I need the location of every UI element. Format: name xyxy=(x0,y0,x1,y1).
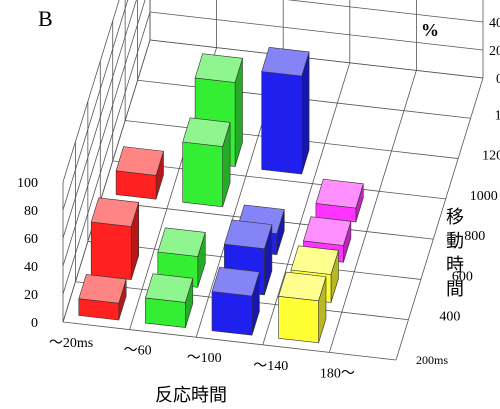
floor-grid-line xyxy=(329,70,417,353)
bar-top-face xyxy=(194,53,243,83)
left-wall-grid-line xyxy=(62,0,146,267)
bar-top-face xyxy=(224,219,273,250)
bar-top-face xyxy=(78,274,127,304)
z-tick-label: 800 xyxy=(464,229,485,244)
x-tick-label: ～60 xyxy=(124,344,152,359)
bar-top-face xyxy=(261,46,310,77)
z-tick-label: 400 xyxy=(439,310,460,325)
bar-front-face xyxy=(182,141,223,208)
bar-top-face xyxy=(315,178,364,209)
y-tick-label-left: 20 xyxy=(24,288,38,303)
z-axis-title-char: 動 xyxy=(446,231,464,251)
y-axis-unit-label: % xyxy=(421,20,439,40)
left-wall-grid-line xyxy=(62,0,129,211)
y-tick-label-left: 100 xyxy=(17,176,38,191)
left-wall-grid-line xyxy=(62,11,151,295)
x-axis-title: 反応時間 xyxy=(155,385,227,405)
bar-top-face xyxy=(290,245,339,275)
z-axis-title-char: 時 xyxy=(446,255,464,275)
z-tick-label: 1400 xyxy=(495,108,500,123)
bar-front-face xyxy=(145,297,186,328)
left-wall-grid-line xyxy=(62,39,151,323)
y-tick-label-left: 80 xyxy=(24,204,38,219)
bar-front-face xyxy=(115,170,157,200)
bar-front-face xyxy=(90,221,132,281)
z-tick-label: 1000 xyxy=(470,189,498,204)
y-tick-label-right: 40 xyxy=(489,16,500,31)
y-tick-label-right: 0 xyxy=(496,72,500,87)
bar-front-face xyxy=(278,295,319,344)
floor-grid-line xyxy=(262,62,351,345)
bar-top-face xyxy=(157,227,206,257)
y-tick-label-right: 60 xyxy=(489,0,500,3)
left-wall-grid-line xyxy=(62,0,137,239)
panel-label: B xyxy=(38,6,53,31)
bar-top-face xyxy=(278,271,327,302)
z-axis-title: 移 動 時 間 xyxy=(446,205,468,301)
bar-top-face xyxy=(115,146,164,176)
back-wall-grid-line xyxy=(149,11,484,51)
z-tick-label: 1200 xyxy=(482,149,500,164)
y-tick-label-left: 0 xyxy=(31,316,38,331)
x-tick-label: ～20ms xyxy=(49,336,93,351)
bar-top-face xyxy=(303,216,352,246)
chart-bars xyxy=(78,46,364,344)
floor-grid-line xyxy=(112,160,446,200)
chart-tick-labels: 020406080100020406080100～20ms～60～100～140… xyxy=(17,0,500,381)
x-tick-label: ～140 xyxy=(253,359,288,374)
bar-front-face xyxy=(261,71,303,175)
z-tick-label: 200ms xyxy=(416,353,448,367)
y-tick-label-right: 20 xyxy=(489,44,500,59)
x-tick-label: 180～ xyxy=(320,366,355,381)
back-wall-grid-line xyxy=(286,0,484,23)
bar-top-face xyxy=(145,273,194,303)
floor-grid-line xyxy=(395,77,484,361)
bar-top-face xyxy=(182,117,231,147)
bar-front-face xyxy=(211,291,253,336)
floor-grid-line xyxy=(62,321,397,361)
z-axis-title-char: 移 xyxy=(446,207,464,227)
x-tick-label: ～100 xyxy=(187,351,222,366)
y-tick-label-left: 60 xyxy=(24,232,38,247)
z-axis-title-char: 間 xyxy=(446,279,464,299)
back-wall-grid-line xyxy=(149,39,484,79)
left-wall-grid-line xyxy=(62,0,120,183)
z-tick-label: 600 xyxy=(452,269,473,284)
y-tick-label-left: 40 xyxy=(24,260,38,275)
bar-top-face xyxy=(90,197,140,227)
bar-top-face xyxy=(211,266,260,297)
